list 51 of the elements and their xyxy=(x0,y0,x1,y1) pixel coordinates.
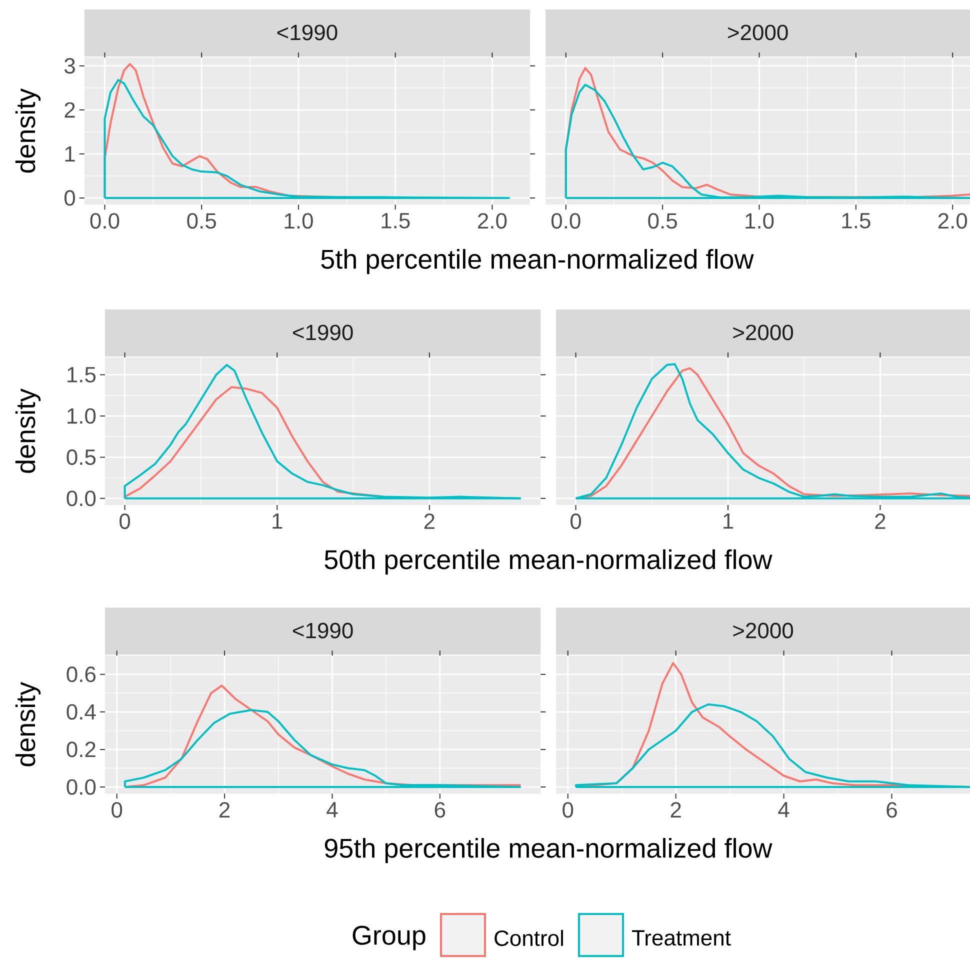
y-tick-label: 0.2 xyxy=(66,742,96,758)
x-tick-label: 1.0 xyxy=(746,213,774,229)
x-tick-label: 2 xyxy=(875,514,886,529)
chart-title: >2000 xyxy=(728,24,788,40)
x-tick-label: 0.5 xyxy=(648,213,677,229)
y-axis-title: density xyxy=(15,88,41,173)
chart-title: >2000 xyxy=(733,622,794,638)
y-tick-label: 0.0 xyxy=(66,490,96,506)
x-tick-label: 2 xyxy=(670,802,681,818)
legend-title: Group xyxy=(352,926,426,950)
x-tick-label: 1.0 xyxy=(284,213,313,229)
x-tick-label: 2 xyxy=(424,514,434,529)
x-tick-label: 1.5 xyxy=(382,213,410,228)
x-tick-label: 0 xyxy=(570,514,582,530)
chart-title: <1990 xyxy=(292,622,353,638)
x-tick-label: 4 xyxy=(326,802,338,818)
x-axis-title: 5th percentile mean-normalized flow xyxy=(321,248,754,274)
y-tick-label: 1 xyxy=(65,146,75,162)
x-tick-label: 0 xyxy=(562,802,574,818)
y-axis-title: density xyxy=(15,388,41,473)
x-tick-label: 1 xyxy=(272,514,282,529)
x-tick-label: 0.0 xyxy=(551,213,580,229)
y-tick-label: 3 xyxy=(64,58,75,74)
y-tick-label: 0.5 xyxy=(66,449,96,465)
x-tick-label: 2.0 xyxy=(478,213,507,229)
y-tick-label: 2 xyxy=(64,102,75,118)
x-tick-label: 0.0 xyxy=(90,213,120,229)
x-tick-label: 2 xyxy=(220,802,230,818)
x-axis-title: 50th percentile mean-normalized flow xyxy=(324,549,772,575)
chart-title: >2000 xyxy=(733,324,794,340)
x-tick-label: 1 xyxy=(724,514,734,529)
y-tick-label: 0.6 xyxy=(66,666,96,682)
x-tick-label: 0 xyxy=(120,514,130,530)
x-axis-title: 95th percentile mean-normalized flow xyxy=(324,838,772,864)
y-tick-label: 1.0 xyxy=(68,408,96,424)
x-tick-label: 1.5 xyxy=(842,213,870,228)
x-tick-label: 4 xyxy=(778,802,790,818)
x-tick-label: 0 xyxy=(112,802,122,818)
y-tick-label: 1.5 xyxy=(68,367,96,382)
x-tick-label: 0.5 xyxy=(187,213,216,229)
chart-title: <1990 xyxy=(277,24,338,40)
legend-label: Control xyxy=(494,930,563,946)
x-tick-label: 6 xyxy=(886,802,897,818)
legend-label: Treatment xyxy=(632,930,731,946)
y-tick-label: 0.0 xyxy=(66,779,96,795)
chart-title: <1990 xyxy=(292,324,353,340)
x-tick-label: 2.0 xyxy=(938,213,968,229)
x-tick-label: 6 xyxy=(434,802,446,818)
y-axis-title: density xyxy=(15,682,41,766)
y-tick-label: 0 xyxy=(64,190,76,206)
y-tick-label: 0.4 xyxy=(66,704,96,720)
